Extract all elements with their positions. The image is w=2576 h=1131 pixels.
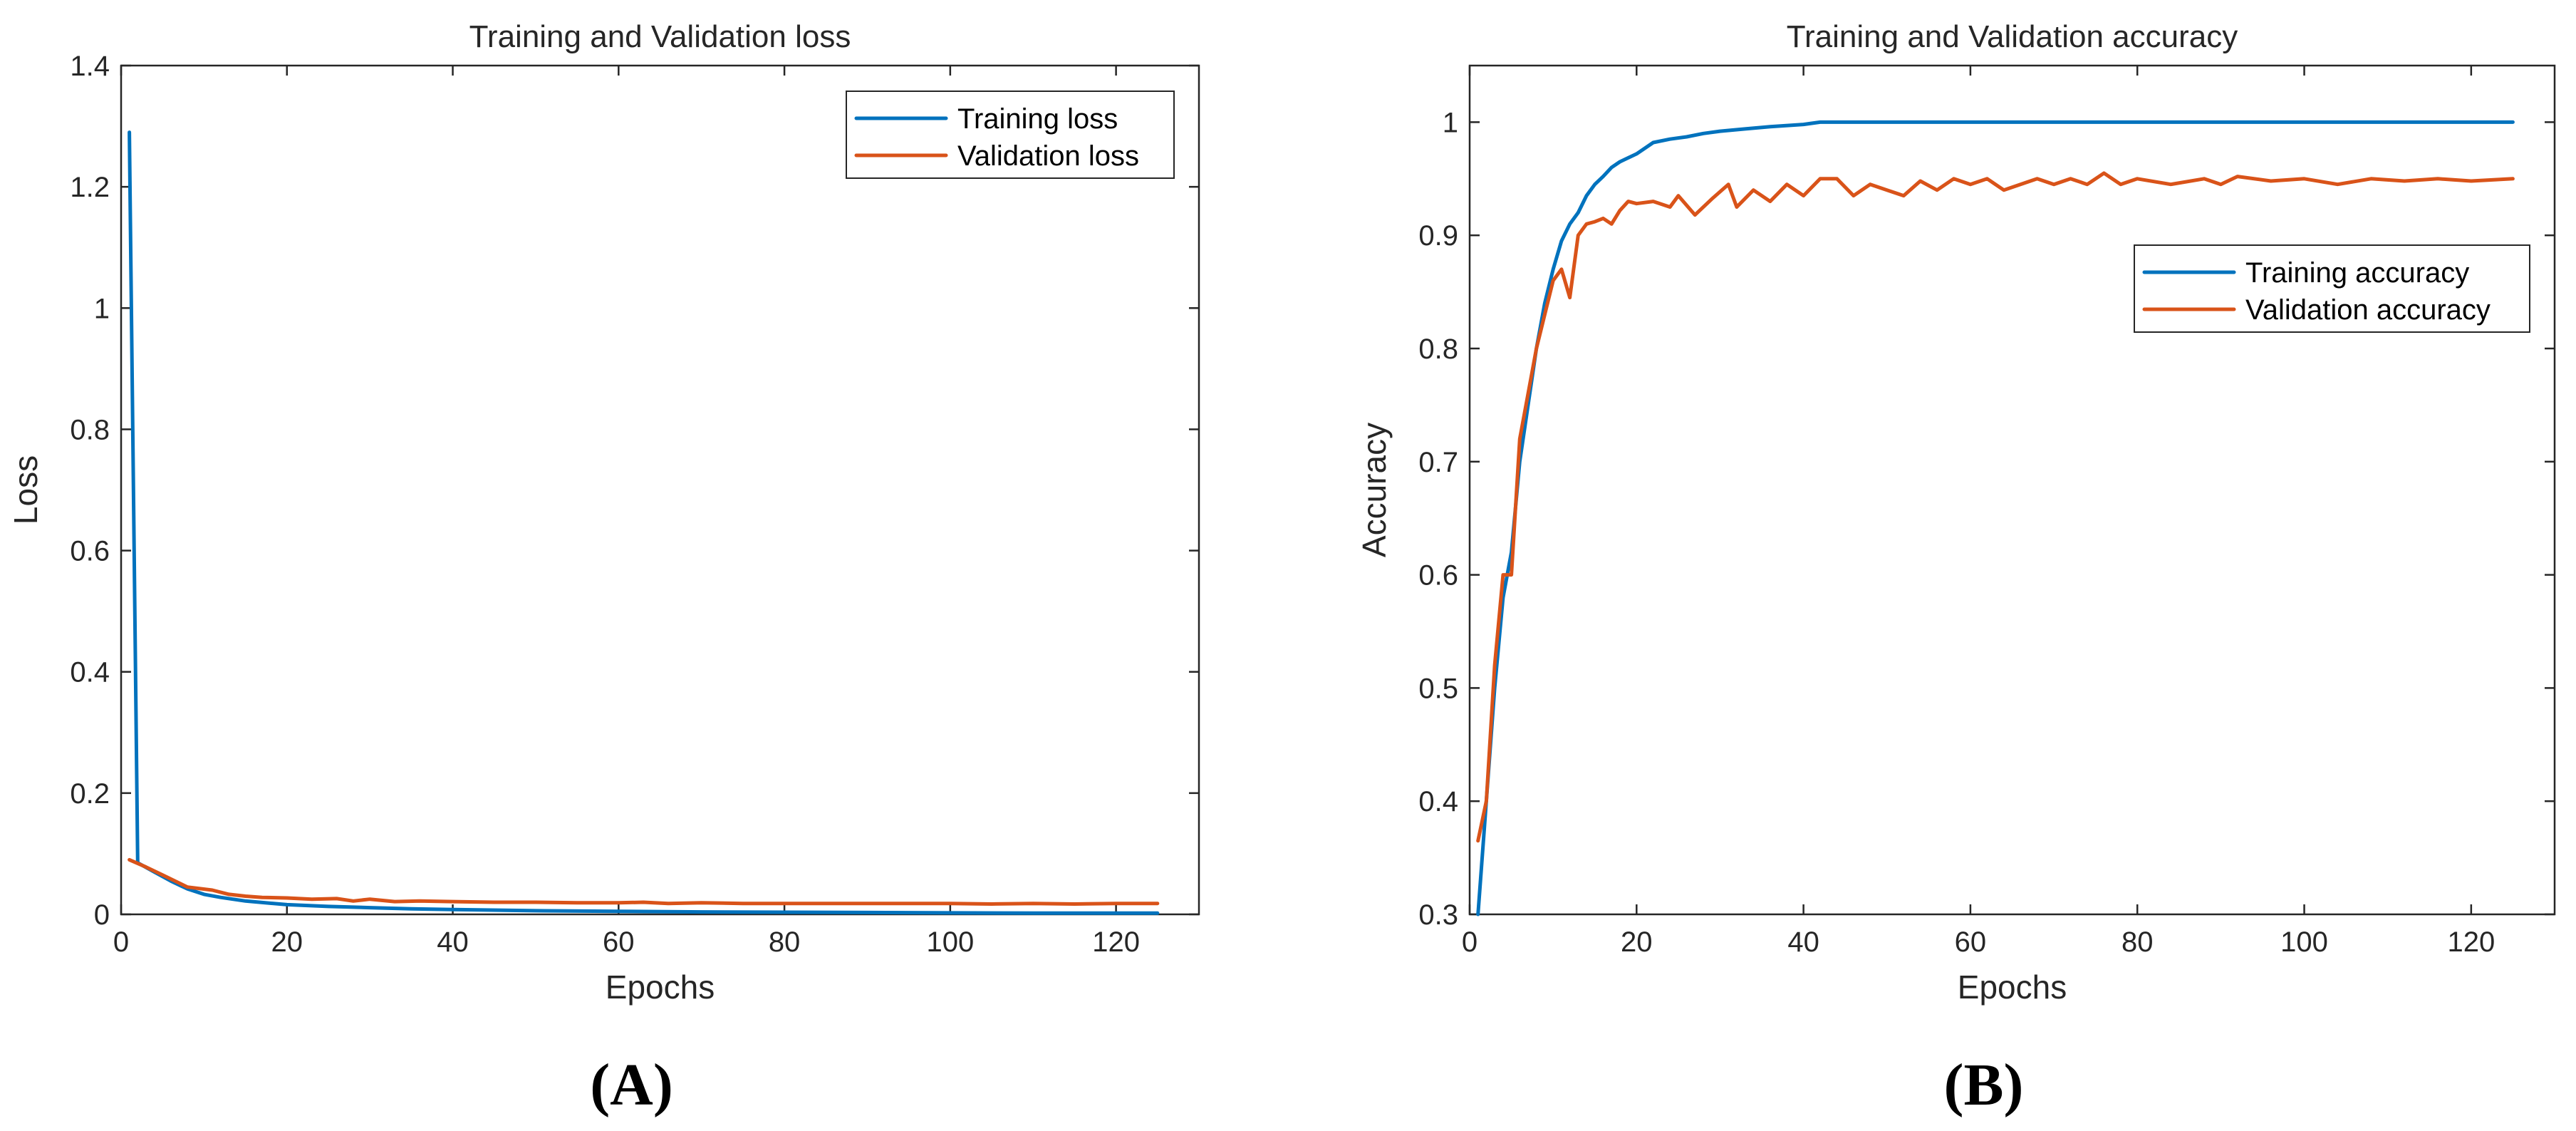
x-tick-label: 60: [1955, 926, 1987, 958]
legend: Training loss Validation loss: [846, 91, 1175, 179]
accuracy-chart: Training and Validation accuracy 0 20 40 60…: [1356, 19, 2556, 1118]
y-tick-label: 0.5: [1418, 673, 1458, 704]
legend: Training accuracy Validation accuracy: [2134, 244, 2530, 333]
legend-entry-training-loss: Training loss: [957, 103, 1118, 135]
y-tick-label: 0.4: [70, 657, 110, 688]
chart-title: Training and Validation accuracy: [1787, 19, 2238, 54]
y-tick-label: 0.9: [1418, 220, 1458, 252]
x-tick-label: 120: [2447, 926, 2495, 958]
panel-label-a: (A): [590, 1052, 673, 1118]
legend-entry-validation-accuracy: Validation accuracy: [2245, 294, 2491, 326]
x-tick-label: 40: [437, 926, 469, 958]
series-line-validation-accuracy: [1476, 171, 2515, 843]
y-axis-label: Accuracy: [1356, 423, 1393, 557]
series-line-training-accuracy: [1476, 120, 2515, 916]
x-tick-label: 100: [2280, 926, 2328, 958]
loss-chart: Training and Validation loss 0 20 40 60 80 10…: [7, 19, 1200, 1118]
y-tick-label: 1: [1443, 107, 1458, 138]
x-tick-label: 80: [2121, 926, 2154, 958]
y-tick-label: 0.2: [70, 778, 110, 810]
legend-box: [2134, 244, 2530, 333]
legend-box: [846, 91, 1175, 179]
tick-group: 0 20 40 60 80 100 120 0 0.2 0.4 0.6 0.8 1 1.2 1.4: [70, 51, 1199, 958]
tick-group: 0 20 40 60 80 100 120 0.3 0.4 0.5 0.6 0.7 0.8 0.9 1: [1418, 66, 2555, 958]
x-axis-label: Epochs: [1958, 969, 2067, 1006]
y-tick-label: 0.4: [1418, 786, 1458, 817]
x-tick-label: 100: [926, 926, 974, 958]
y-tick-label: 0.3: [1418, 899, 1458, 931]
x-tick-label: 80: [769, 926, 801, 958]
x-tick-label: 20: [271, 926, 303, 958]
legend-entry-training-accuracy: Training accuracy: [2245, 257, 2469, 289]
series-group: [1476, 120, 2515, 916]
series-line-validation-loss: [128, 857, 1160, 906]
y-tick-label: 1.4: [70, 51, 110, 82]
panel-label-b: (B): [1944, 1052, 2024, 1118]
y-tick-label: 0.7: [1418, 447, 1458, 478]
plot-frame: [120, 64, 1200, 916]
x-tick-label: 40: [1787, 926, 1819, 958]
y-tick-label: 1: [94, 293, 110, 324]
y-tick-label: 0.8: [70, 414, 110, 445]
y-tick-label: 0.6: [1418, 560, 1458, 592]
y-tick-label: 0: [94, 899, 110, 931]
x-tick-label: 20: [1621, 926, 1653, 958]
y-tick-label: 0.8: [1418, 334, 1458, 365]
series-group: [128, 130, 1160, 915]
legend-entry-validation-loss: Validation loss: [957, 140, 1139, 172]
x-tick-label: 0: [113, 926, 129, 958]
y-axis-label: Loss: [7, 455, 44, 525]
y-tick-label: 0.6: [70, 536, 110, 567]
plot-frame: [1468, 64, 2556, 916]
x-axis-label: Epochs: [606, 969, 715, 1006]
y-tick-label: 1.2: [70, 172, 110, 203]
x-tick-label: 120: [1092, 926, 1140, 958]
chart-title: Training and Validation loss: [469, 19, 851, 54]
x-tick-label: 0: [1462, 926, 1477, 958]
x-tick-label: 60: [603, 926, 635, 958]
